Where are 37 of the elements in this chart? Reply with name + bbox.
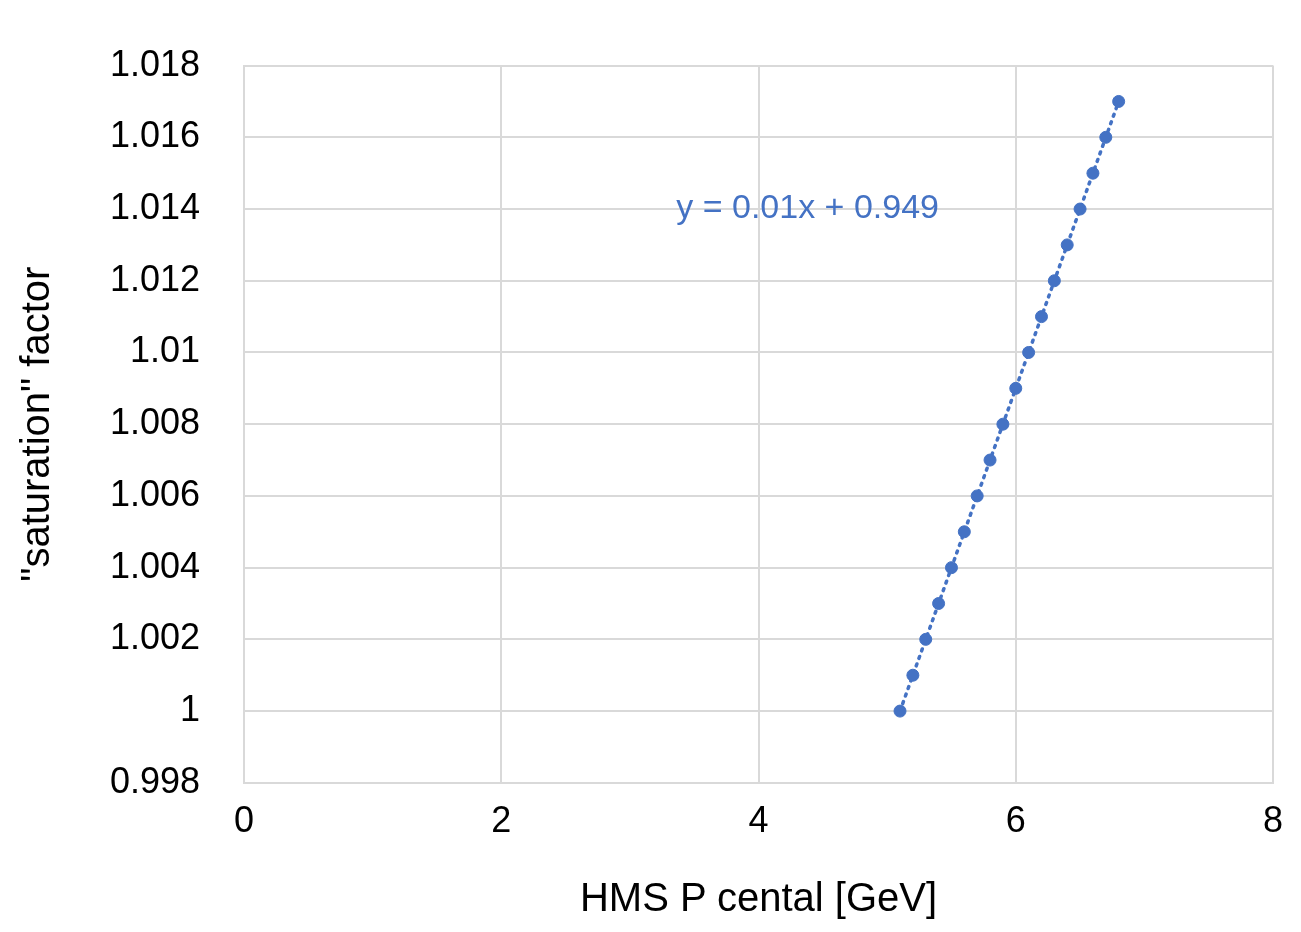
x-tick-label: 8 bbox=[1262, 799, 1283, 841]
y-tick-label: 0.998 bbox=[109, 759, 201, 801]
y-tick-label: 1.006 bbox=[109, 472, 201, 514]
point bbox=[1009, 381, 1023, 395]
y-tick-label: 1.016 bbox=[109, 114, 201, 156]
point bbox=[1047, 274, 1061, 288]
x-tick-label: 0 bbox=[234, 799, 255, 841]
point bbox=[996, 417, 1010, 431]
point bbox=[983, 453, 997, 467]
y-tick-label: 1 bbox=[180, 688, 201, 729]
point bbox=[893, 704, 907, 718]
x-tick-label: 2 bbox=[491, 799, 512, 841]
point bbox=[1086, 166, 1100, 180]
y-tick-label: 1.012 bbox=[109, 257, 201, 299]
point bbox=[932, 597, 946, 610]
y-tick-label: 1.014 bbox=[109, 185, 201, 227]
point bbox=[970, 489, 984, 503]
point bbox=[944, 561, 958, 575]
point bbox=[1034, 310, 1048, 324]
point bbox=[1099, 130, 1113, 144]
point bbox=[1060, 238, 1074, 252]
point bbox=[1112, 94, 1126, 108]
x-axis-title: HMS P cental [GeV] bbox=[579, 875, 938, 920]
x-tick-label: 4 bbox=[748, 799, 769, 841]
annotation: y = 0.01x + 0.949 bbox=[676, 187, 939, 226]
y-tick-label: 1.01 bbox=[130, 329, 201, 371]
point bbox=[1073, 202, 1087, 216]
y-tick-label: 1.018 bbox=[109, 42, 201, 84]
point bbox=[957, 525, 971, 539]
y-tick-label: 1.004 bbox=[109, 544, 201, 586]
x-tick-label: 6 bbox=[1005, 799, 1026, 841]
y-axis-title: "saturation" factor bbox=[13, 266, 58, 582]
y-tick-label: 1.002 bbox=[109, 616, 201, 658]
point bbox=[906, 668, 920, 682]
point bbox=[919, 632, 933, 646]
point bbox=[1022, 345, 1036, 359]
y-tick-label: 1.008 bbox=[109, 401, 201, 443]
